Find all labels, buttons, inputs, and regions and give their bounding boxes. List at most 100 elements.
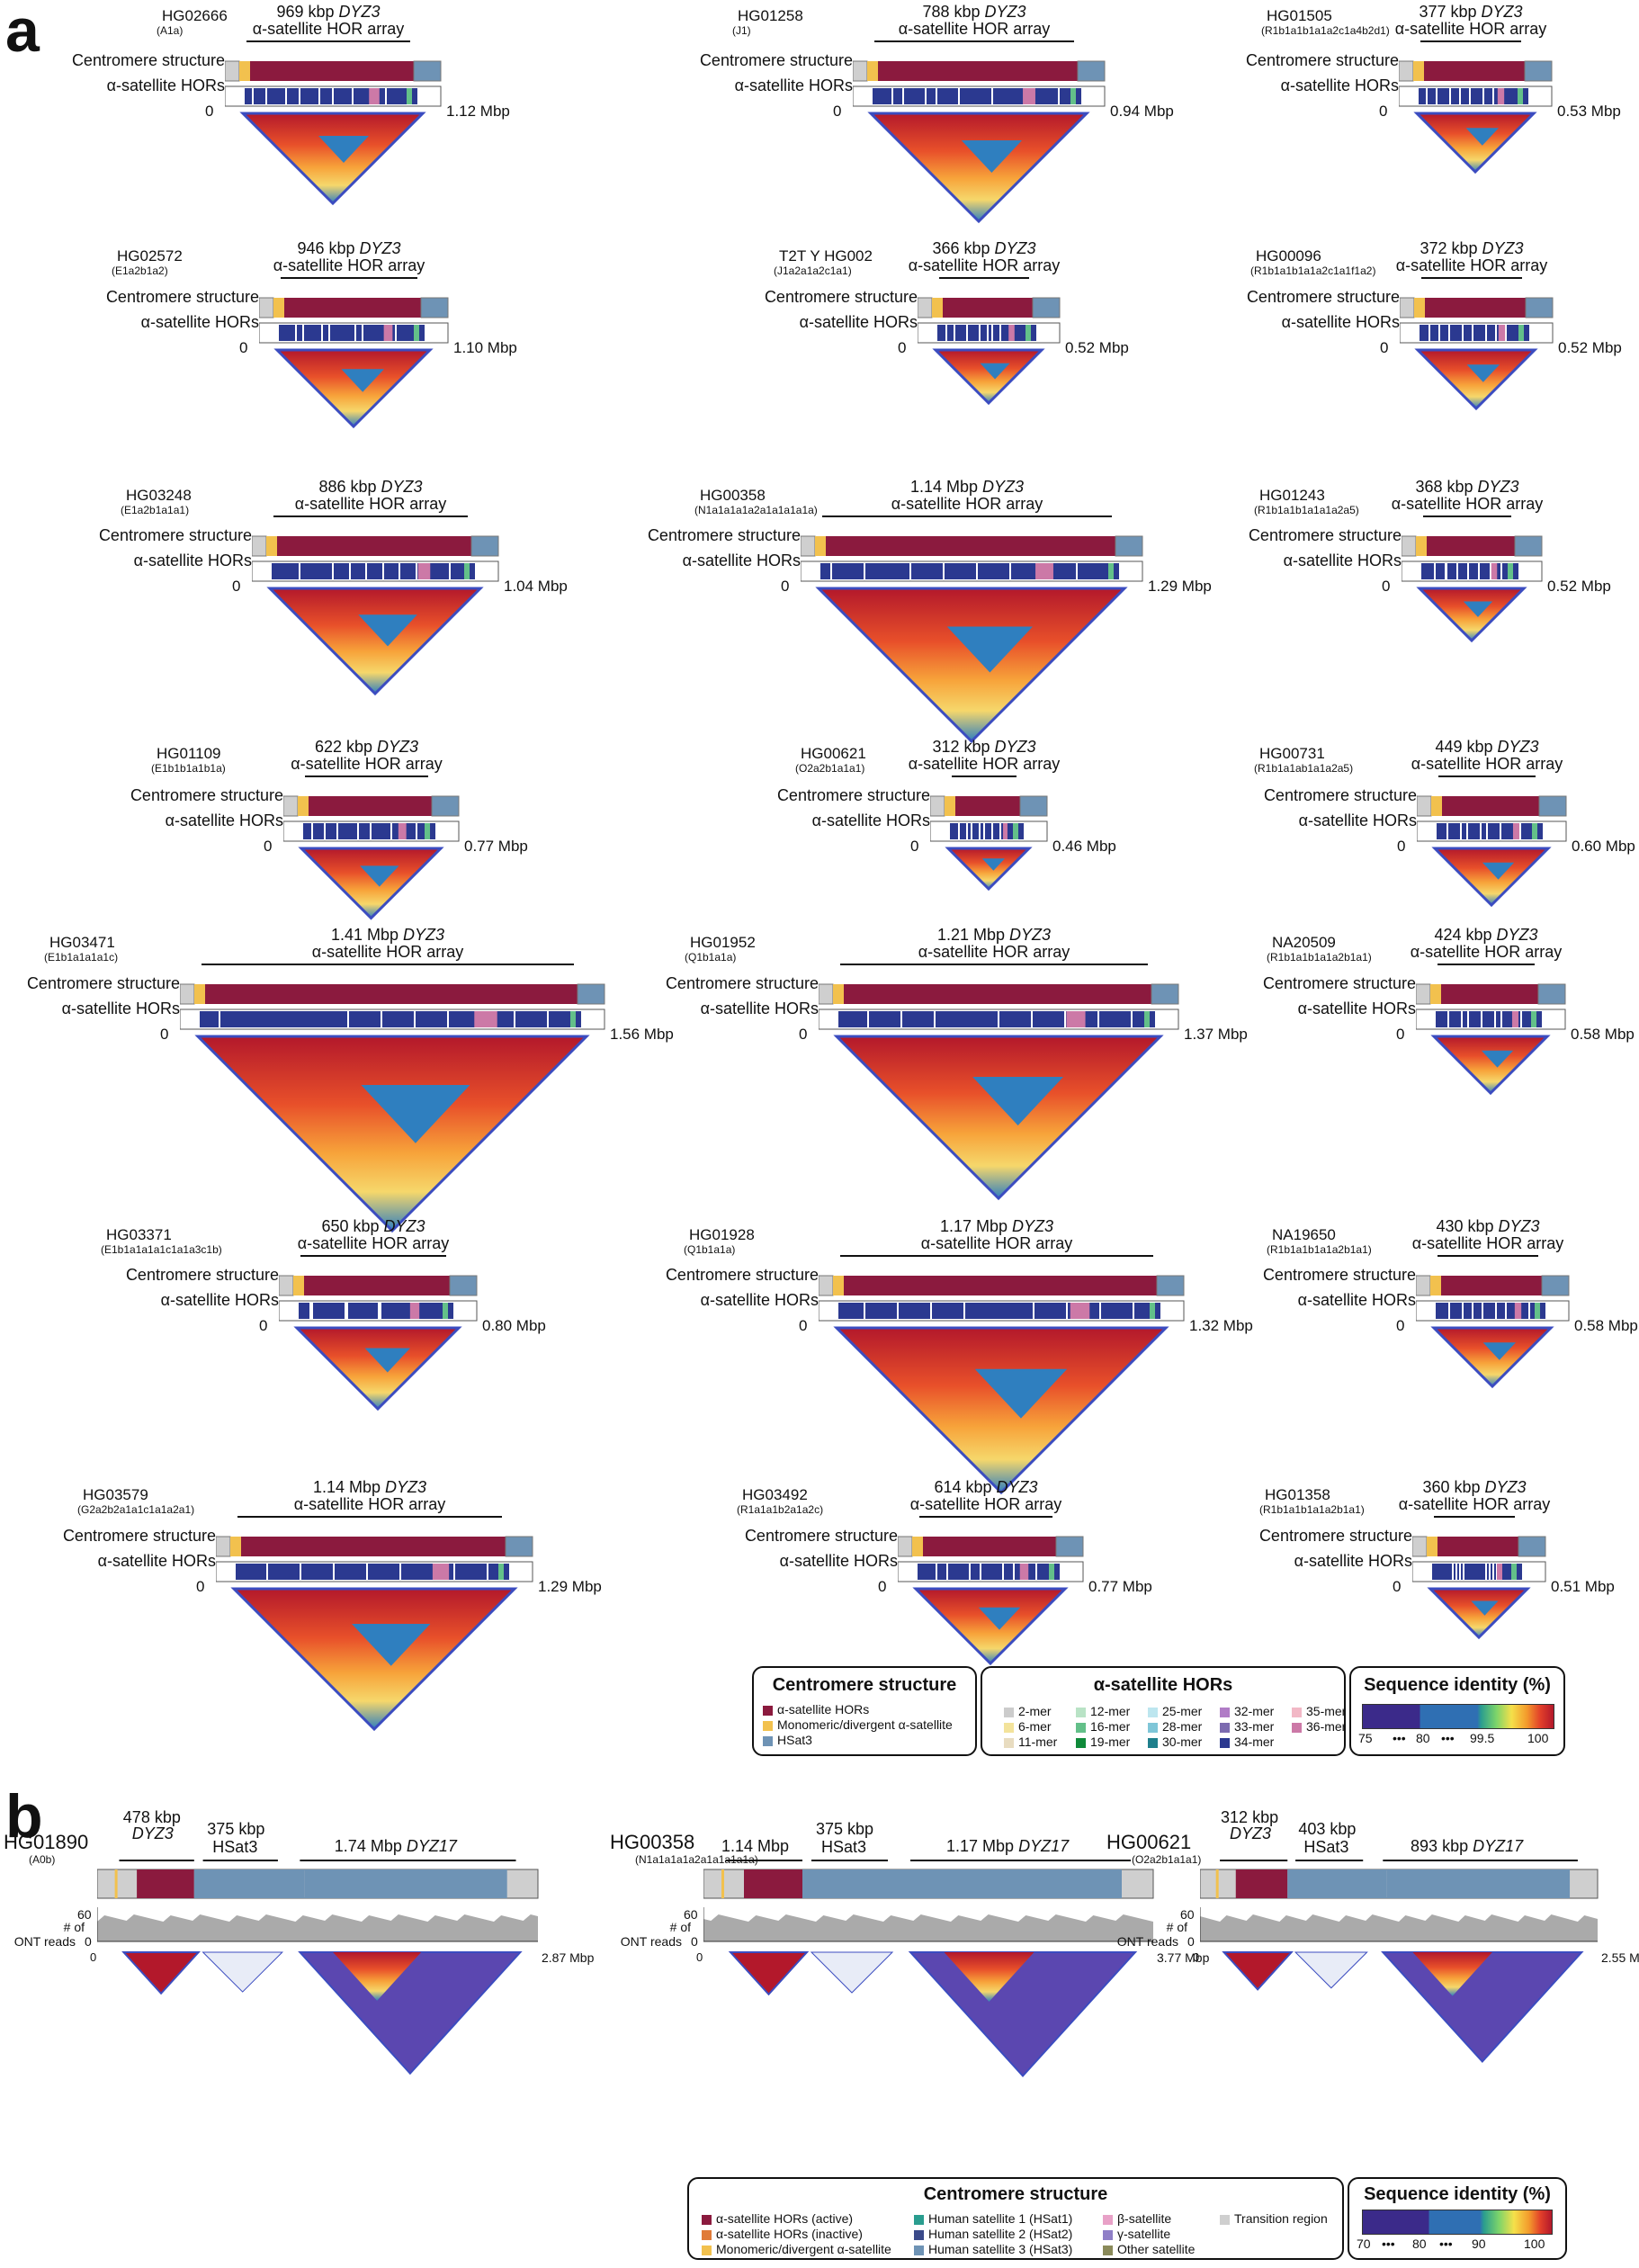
axis-end: 1.29 Mbp	[538, 1578, 602, 1595]
axis-end: 1.10 Mbp	[453, 339, 517, 356]
array-size: 1.14 Mbp	[909, 478, 979, 496]
haplogroup: (G2a2b2a1a1c1a1a2a1)	[77, 1503, 195, 1516]
haplogroup: (Q1b1a1a)	[684, 1243, 736, 1256]
haplogroup: (R1b1a1b1a1a2b1a1)	[1259, 1503, 1365, 1516]
legend-label: Monomeric/divergent α-satellite	[777, 1717, 953, 1732]
hsat3-name: HSat3	[212, 1838, 258, 1856]
array-size-label: 969 kbp DYZ3	[202, 3, 454, 22]
array-name: DYZ3	[980, 3, 1026, 21]
legend-title: Sequence identity (%)	[1364, 2184, 1551, 2204]
axis-start: 0	[1396, 1026, 1405, 1043]
array-size: 886 kbp	[318, 478, 377, 496]
centromere-structure-label: Centromere structure	[1245, 51, 1399, 69]
array-size: 1.14 Mbp	[312, 1478, 381, 1496]
array-subtitle: α-satellite HOR array	[1394, 20, 1547, 38]
axis-start: 0	[264, 838, 273, 855]
array-subtitle: α-satellite HOR array	[273, 256, 425, 274]
ont-min: 0	[691, 1934, 698, 1949]
legend-swatch	[914, 2229, 924, 2240]
axis-end: 0.60 Mbp	[1572, 838, 1635, 855]
centromere-plot	[259, 277, 449, 429]
colorbar-tick: •••	[1441, 1731, 1455, 1745]
sample-id: HG03492	[742, 1486, 808, 1503]
array-size: 366 kbp	[932, 239, 990, 257]
legend-swatch	[1004, 1722, 1014, 1733]
legend-swatch	[702, 2214, 712, 2225]
legend-item: 12-mer	[1076, 1704, 1130, 1718]
legend-item: 30-mer	[1148, 1735, 1202, 1749]
ont-label: ONT reads	[620, 1934, 682, 1949]
array-name: DYZ3	[1477, 239, 1524, 257]
array-size-label: 1.21 Mbp DYZ3	[868, 926, 1120, 945]
legend-label: Human satellite 2 (HSat2)	[928, 2227, 1073, 2241]
array-name: DYZ3	[1492, 738, 1539, 756]
array-subtitle: α-satellite HOR array	[908, 256, 1061, 274]
array-name: DYZ3	[1476, 3, 1523, 21]
sample-id: HG00621	[1106, 1831, 1192, 1853]
centromere-structure-label: Centromere structure	[130, 786, 283, 804]
colorbar-tick: •••	[1439, 2237, 1453, 2251]
alpha-hor-label: α-satellite HORs	[700, 1291, 819, 1309]
centromere-plot	[1416, 1255, 1570, 1389]
array-subtitle: α-satellite HOR array	[291, 755, 443, 773]
hsat3-size: 375 kbp	[207, 1820, 265, 1838]
legend-label: 19-mer	[1090, 1735, 1131, 1749]
array-size: 368 kbp	[1415, 478, 1473, 496]
legend-centromere-structure: Centromere structure α-satellite HORs Mono…	[752, 1666, 977, 1756]
axis-start: 0	[1396, 1317, 1405, 1334]
legend-title: Sequence identity (%)	[1364, 1675, 1551, 1695]
legend-title: Centromere structure	[923, 2184, 1108, 2204]
centromere-structure-label: Centromere structure	[1262, 1266, 1416, 1284]
legend-title: α-satellite HORs	[1093, 1675, 1233, 1695]
array-subtitle: α-satellite HOR array	[294, 495, 447, 513]
axis-start: 0	[90, 1950, 97, 1964]
alpha-hor-label: α-satellite HORs	[811, 811, 930, 829]
haplogroup: (A1a)	[157, 24, 184, 37]
alpha-hor-label: α-satellite HORs	[133, 551, 252, 569]
centromere-structure-label: Centromere structure	[764, 288, 918, 306]
legend-item: 28-mer	[1148, 1719, 1202, 1734]
legend-swatch	[1292, 1707, 1302, 1717]
sample-id: HG01109	[157, 745, 221, 762]
legend-label: 11-mer	[1018, 1735, 1058, 1749]
sample-id: HG01505	[1267, 7, 1332, 24]
legend-label: α-satellite HORs	[777, 1702, 870, 1717]
axis-start: 0	[232, 578, 241, 595]
array-size: 449 kbp	[1435, 738, 1493, 756]
dyz17-name: DYZ17	[406, 1837, 457, 1855]
array-size-label: 1.14 Mbp DYZ3	[841, 478, 1093, 497]
alpha-hor-label: α-satellite HORs	[1283, 551, 1402, 569]
alpha-hor-label: α-satellite HORs	[1294, 1552, 1412, 1570]
panel-label-a: a	[5, 0, 40, 65]
array-subtitle: α-satellite HOR array	[1398, 1495, 1551, 1513]
centromere-plot-b	[1200, 1860, 1599, 2064]
legend-swatch	[1220, 1707, 1230, 1717]
sample-id: HG01890	[4, 1831, 89, 1853]
legend-label: 33-mer	[1234, 1719, 1275, 1734]
array-subtitle: α-satellite HOR array	[293, 1495, 446, 1513]
centromere-plot-b	[97, 1860, 539, 2075]
axis-end: 0.77 Mbp	[1088, 1578, 1152, 1595]
array-subtitle: α-satellite HOR array	[1395, 256, 1548, 274]
array-size-label: 372 kbp DYZ3	[1346, 239, 1598, 258]
centromere-plot	[853, 40, 1106, 224]
colorbar-tick: 100	[1524, 2237, 1545, 2251]
array-name: DYZ3	[978, 478, 1025, 496]
centromere-structure-label: Centromere structure	[1258, 1527, 1412, 1545]
axis-end: 0.58 Mbp	[1574, 1317, 1638, 1334]
axis-end: 1.12 Mbp	[446, 103, 510, 120]
array-name: DYZ3	[379, 1217, 425, 1235]
legend-item: 36-mer	[1292, 1719, 1346, 1734]
legend-item: 11-mer	[1004, 1735, 1057, 1749]
centromere-structure-label: Centromere structure	[26, 974, 180, 992]
legend-label: 34-mer	[1234, 1735, 1275, 1749]
centromere-structure-label: Centromere structure	[62, 1527, 216, 1545]
axis-end: 0.77 Mbp	[464, 838, 528, 855]
dyz17-label: 1.74 Mbp DYZ17	[335, 1837, 457, 1856]
centromere-structure-label: Centromere structure	[1263, 786, 1417, 804]
array-name: DYZ3	[1008, 1217, 1054, 1235]
alpha-hor-label: α-satellite HORs	[734, 76, 853, 94]
dyz17-label: 1.17 Mbp DYZ17	[946, 1837, 1069, 1856]
legend-item: Monomeric/divergent α-satellite	[702, 2242, 891, 2256]
centromere-structure-label: Centromere structure	[98, 526, 252, 544]
